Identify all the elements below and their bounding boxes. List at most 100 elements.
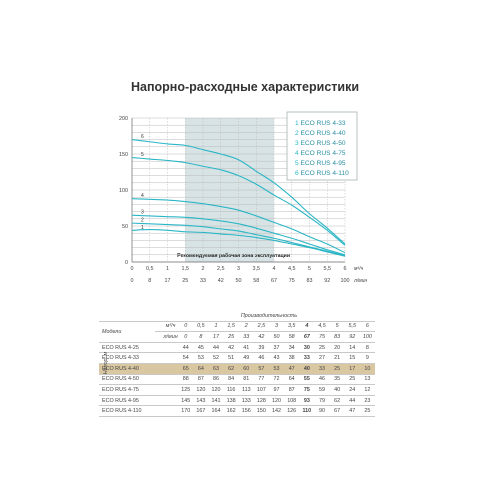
- flow-m3h: 5,5: [344, 321, 360, 333]
- head-axis-label: Напор, м: [103, 351, 109, 375]
- head-value: 79: [314, 395, 330, 407]
- flow-lmin: 58: [284, 331, 300, 343]
- flow-m3h: 6: [359, 321, 375, 333]
- x-tick-label: 2,5: [217, 266, 225, 272]
- x-tick-label-lmin: 17: [165, 278, 171, 284]
- head-value: 30: [299, 342, 315, 354]
- head-value: 33: [314, 363, 330, 375]
- model-name: ECO RUS 4-50: [99, 374, 155, 386]
- flow-m3h: 1,5: [223, 321, 239, 333]
- series-line: [131, 229, 346, 257]
- x-tick-label-lmin: 0: [131, 278, 134, 284]
- flow-lmin: 33: [238, 331, 254, 343]
- table-cell: [163, 374, 179, 386]
- table-cell: [155, 331, 163, 343]
- flow-lmin: 100: [359, 331, 375, 343]
- unit-m3h: м³/ч: [163, 321, 179, 333]
- head-value: 125: [178, 384, 194, 396]
- head-value: 15: [344, 352, 360, 364]
- flow-lmin: 50: [268, 331, 285, 343]
- x-tick-label: 4: [273, 266, 276, 272]
- head-value: 142: [268, 405, 285, 417]
- head-value: 81: [238, 374, 254, 386]
- chart-area: Рекомендуемая рабочая зона эксплуатации …: [119, 111, 367, 284]
- head-value: 75: [299, 384, 315, 396]
- table-row: ECO RUS 4-95 145 143 141 138 133 128 120 108 93 79…: [99, 395, 375, 407]
- head-value: 25: [329, 363, 345, 375]
- head-value: 46: [253, 352, 269, 364]
- table-cell: [155, 374, 163, 386]
- head-value: 138: [223, 395, 239, 407]
- head-value: 57: [253, 363, 269, 375]
- series-index-label: 5: [141, 152, 144, 158]
- head-value: 162: [223, 405, 239, 417]
- flow-m3h: 3: [268, 321, 285, 333]
- x-tick-label-lmin: 92: [324, 278, 330, 284]
- head-value: 141: [208, 395, 224, 407]
- head-value: 128: [253, 395, 269, 407]
- table-cell: [155, 384, 163, 396]
- x-tick-label-lmin: 58: [253, 278, 259, 284]
- series-line: [131, 157, 346, 246]
- x-tick-label: 5,5: [324, 266, 332, 272]
- head-value: 143: [193, 395, 209, 407]
- head-value: 54: [178, 352, 194, 364]
- x-tick-label-lmin: 83: [307, 278, 313, 284]
- x-tick-label: 2: [202, 266, 205, 272]
- head-value: 88: [178, 374, 194, 386]
- flow-lmin: 75: [314, 331, 330, 343]
- series-index-label: 4: [141, 193, 144, 199]
- x-tick-label-lmin: 25: [182, 278, 188, 284]
- head-value: 59: [314, 384, 330, 396]
- head-value: 64: [284, 374, 300, 386]
- head-value: 49: [238, 352, 254, 364]
- head-value: 97: [268, 384, 285, 396]
- head-value: 41: [238, 342, 254, 354]
- head-value: 64: [193, 363, 209, 375]
- series-line: [131, 222, 346, 257]
- head-value: 8: [359, 342, 375, 354]
- unit-lmin: л/мин: [163, 331, 179, 343]
- x-tick-label-lmin: 75: [289, 278, 295, 284]
- model-name: ECO RUS 4-33: [99, 352, 155, 364]
- table-row: ECO RUS 4-110 170 167 164 162 156 150 142 126 110…: [99, 405, 375, 417]
- x-tick-label: 1,5: [182, 266, 190, 272]
- head-value: 72: [268, 374, 285, 386]
- x-tick-label: 0,5: [146, 266, 154, 272]
- y-tick-label: 200: [119, 116, 128, 122]
- flow-m3h: 2: [238, 321, 254, 333]
- head-value: 44: [178, 342, 194, 354]
- x-tick-label: 0: [131, 266, 134, 272]
- head-value: 86: [208, 374, 224, 386]
- x-unit-lmin: л/мин: [353, 278, 367, 284]
- head-value: 42: [223, 342, 239, 354]
- head-value: 150: [253, 405, 269, 417]
- head-value: 46: [314, 374, 330, 386]
- head-value: 43: [268, 352, 285, 364]
- recommended-zone-label: Рекомендуемая рабочая зона эксплуатации: [177, 252, 290, 259]
- head-value: 52: [208, 352, 224, 364]
- table-header-row: л/мин 0 8 17 25 33 42 50 58 67 75 83 92 100: [99, 331, 375, 343]
- head-value: 20: [329, 342, 345, 354]
- legend-entry: 2 ECO RUS 4-40: [295, 130, 346, 137]
- head-value: 23: [359, 395, 375, 407]
- x-tick-label-lmin: 100: [341, 278, 350, 284]
- series-line: [131, 214, 346, 256]
- x-tick-label-lmin: 8: [148, 278, 151, 284]
- flow-lmin: 67: [299, 331, 315, 343]
- table-row: ECO RUS 4-25 44 45 44 42 41 39 37 34 30 25 20 14 8: [99, 342, 375, 354]
- head-value: 37: [268, 342, 285, 354]
- head-value: 45: [193, 342, 209, 354]
- table-cell: [155, 342, 163, 354]
- head-value: 53: [268, 363, 285, 375]
- series-line: [131, 198, 346, 254]
- x-tick-label-lmin: 50: [236, 278, 242, 284]
- head-value: 55: [299, 374, 315, 386]
- head-value: 62: [223, 363, 239, 375]
- y-tick-label: 0: [125, 260, 128, 266]
- model-name: ECO RUS 4-40: [99, 363, 155, 375]
- table-cell: [155, 395, 163, 407]
- head-value: 164: [208, 405, 224, 417]
- chart-title: Напорно-расходные характеристики: [130, 80, 360, 94]
- head-value: 44: [344, 395, 360, 407]
